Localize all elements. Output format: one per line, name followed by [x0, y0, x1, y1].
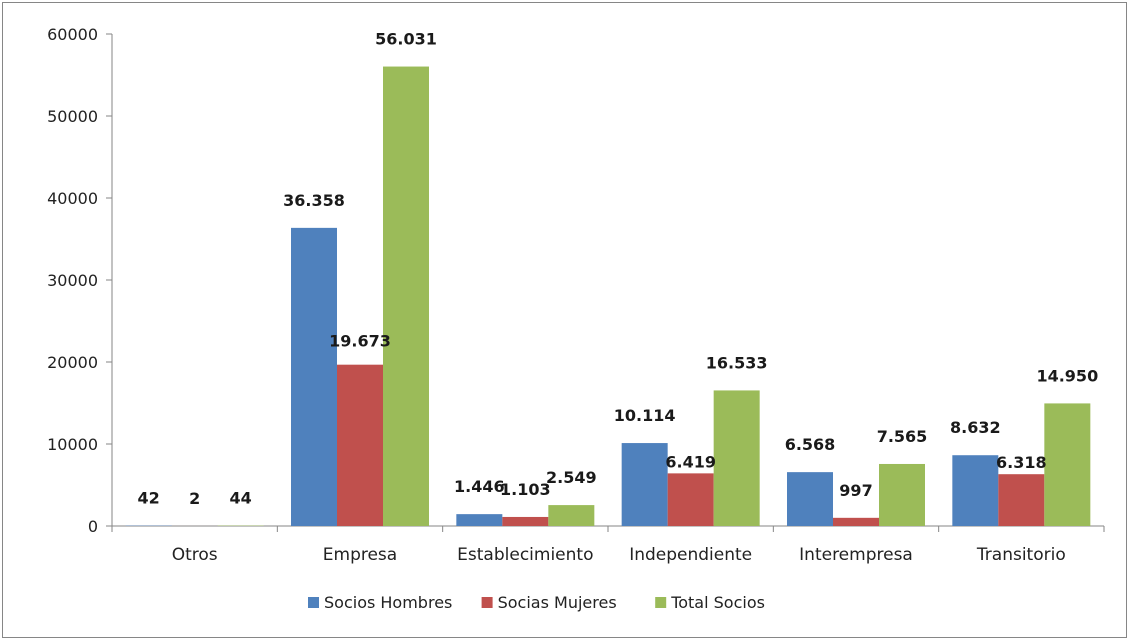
data-label: 16.533	[706, 353, 768, 372]
y-tick-label: 0	[88, 517, 98, 536]
x-category-label: Independiente	[629, 545, 752, 565]
data-label: 19.673	[329, 332, 391, 351]
y-tick-label: 20000	[47, 353, 98, 372]
data-label: 8.632	[950, 418, 1001, 437]
data-label: 1.103	[500, 480, 551, 499]
bar-socios-hombres	[291, 227, 337, 527]
x-category-label: Interempresa	[799, 545, 913, 565]
bar-total-socios	[1044, 403, 1091, 526]
data-label: 6.419	[665, 452, 716, 471]
y-tick-label: 30000	[47, 271, 98, 290]
bar-total-socios	[713, 390, 760, 526]
bar-socias-mujeres	[502, 516, 549, 526]
data-label: 56.031	[375, 30, 437, 49]
bar-total-socios	[383, 66, 429, 526]
data-label: 2.549	[546, 468, 597, 487]
legend-label: Total Socios	[670, 593, 765, 612]
bar-total-socios	[879, 463, 925, 526]
y-tick-label: 10000	[47, 435, 98, 454]
data-label: 1.446	[454, 477, 505, 496]
legend-swatch	[308, 597, 319, 608]
bar-socios-hombres	[456, 514, 503, 526]
data-label: 7.565	[877, 427, 928, 446]
y-tick-label: 40000	[47, 189, 98, 208]
bar-socias-mujeres	[337, 364, 383, 526]
x-category-label: Transitorio	[976, 545, 1066, 565]
data-label: 997	[839, 481, 872, 500]
bar-socias-mujeres	[998, 474, 1045, 526]
data-label: 6.318	[996, 453, 1047, 472]
legend-swatch	[655, 597, 667, 608]
data-label: 6.568	[785, 435, 836, 454]
legend-label: Socias Mujeres	[498, 593, 617, 612]
bar-socios-hombres	[787, 472, 833, 526]
x-category-label: Otros	[172, 545, 218, 565]
bar-total-socios	[548, 505, 595, 526]
bar-socias-mujeres	[667, 473, 714, 526]
bar-socios-hombres	[952, 455, 999, 526]
x-category-label: Empresa	[323, 545, 397, 565]
data-label: 2	[189, 489, 200, 508]
data-label: 10.114	[614, 406, 676, 425]
legend-label: Socios Hombres	[324, 593, 452, 612]
y-tick-label: 50000	[47, 107, 98, 126]
data-label: 14.950	[1036, 366, 1098, 385]
data-label: 42	[138, 489, 160, 508]
x-category-label: Establecimiento	[457, 545, 593, 565]
data-label: 36.358	[283, 191, 345, 210]
bar-socios-hombres	[621, 443, 668, 526]
y-tick-label: 60000	[47, 25, 98, 44]
bar-socias-mujeres	[833, 517, 879, 526]
data-label: 44	[230, 489, 252, 508]
legend-swatch	[481, 597, 493, 608]
